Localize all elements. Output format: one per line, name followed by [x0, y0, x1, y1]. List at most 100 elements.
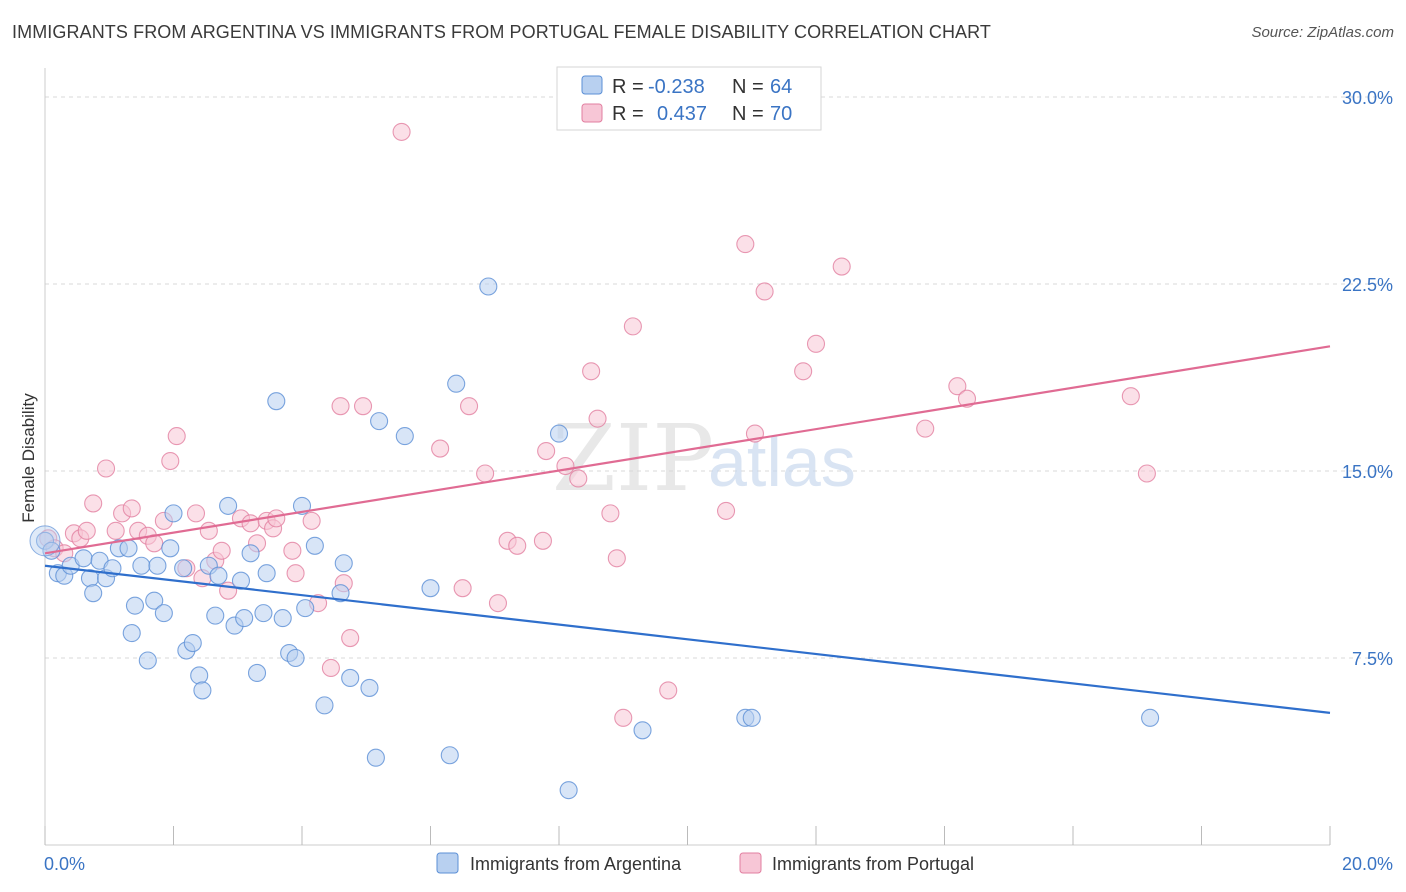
- portugal-point: [1121, 387, 1140, 406]
- y-tick-labels: 7.5% 15.0% 22.5% 30.0%: [1342, 88, 1393, 669]
- argentina-point: [241, 544, 260, 563]
- argentina-point: [235, 609, 254, 628]
- portugal-point: [321, 658, 340, 678]
- argentina-point: [549, 424, 569, 443]
- y-tick-label: 30.0%: [1342, 88, 1393, 108]
- portugal-point: [794, 362, 813, 381]
- portugal-point: [569, 469, 588, 488]
- portugal-point: [77, 521, 96, 540]
- portugal-point: [84, 494, 103, 513]
- legend-portugal-n-value: 70: [770, 103, 792, 125]
- argentina-points: [29, 277, 1160, 800]
- x-tick-max: 20.0%: [1342, 854, 1393, 874]
- portugal-point: [533, 531, 552, 550]
- argentina-point: [421, 579, 440, 598]
- legend-portugal-r-label: R =: [612, 103, 644, 125]
- argentina-point: [132, 556, 151, 575]
- x-tick-min: 0.0%: [44, 854, 85, 874]
- argentina-point: [148, 556, 167, 575]
- argentina-point: [119, 539, 138, 558]
- legend-portugal-n-label: N =: [732, 103, 764, 125]
- portugal-point: [588, 409, 607, 428]
- bottom-legend-argentina-swatch: [436, 852, 459, 874]
- argentina-point: [174, 559, 193, 578]
- portugal-point: [508, 536, 527, 555]
- argentina-point: [273, 609, 292, 628]
- argentina-point: [209, 566, 228, 585]
- portugal-point: [459, 397, 479, 416]
- argentina-point: [122, 624, 141, 643]
- portugal-point: [186, 504, 206, 523]
- portugal-point: [212, 541, 231, 560]
- argentina-point: [206, 606, 225, 625]
- argentina-point: [370, 412, 389, 431]
- argentina-point: [74, 549, 93, 568]
- argentina-point: [366, 748, 385, 767]
- portugal-point: [302, 511, 321, 530]
- bottom-legend-argentina-label: Immigrants from Argentina: [470, 854, 682, 874]
- portugal-points: [39, 122, 1156, 727]
- portugal-point: [659, 681, 678, 700]
- argentina-point: [247, 663, 267, 683]
- argentina-point: [161, 539, 180, 558]
- portugal-point: [331, 397, 350, 416]
- argentina-point: [190, 666, 209, 685]
- bottom-legend: Immigrants from Argentina Immigrants fro…: [436, 852, 974, 874]
- argentina-point: [267, 392, 286, 411]
- portugal-point: [614, 708, 633, 727]
- argentina-point: [84, 584, 103, 603]
- portugal-point: [476, 464, 495, 483]
- y-tick-label: 7.5%: [1352, 649, 1393, 669]
- portugal-point: [106, 521, 125, 540]
- portugal-point: [537, 442, 556, 461]
- gridlines: [45, 96, 1392, 659]
- portugal-point: [96, 459, 116, 478]
- argentina-point: [633, 721, 652, 740]
- argentina-trendline: [44, 564, 1331, 714]
- legend-portugal-r-value: 0.437: [657, 103, 707, 125]
- argentina-point: [395, 427, 414, 446]
- legend-portugal-swatch: [581, 103, 603, 123]
- portugal-point: [341, 629, 360, 648]
- legend-argentina-r-label: R =: [612, 76, 644, 98]
- argentina-point: [447, 374, 466, 393]
- portugal-point: [167, 427, 186, 446]
- argentina-point: [315, 696, 334, 715]
- argentina-point: [440, 746, 459, 765]
- argentina-point: [254, 604, 273, 623]
- axes: [44, 68, 1331, 846]
- argentina-point: [331, 584, 350, 603]
- portugal-point: [755, 282, 774, 301]
- portugal-point: [283, 541, 302, 560]
- portugal-point: [607, 549, 626, 568]
- legend-argentina-n-label: N =: [732, 76, 764, 98]
- portugal-point: [1137, 464, 1156, 483]
- argentina-point: [479, 277, 498, 296]
- portugal-point: [582, 362, 601, 381]
- portugal-point: [601, 504, 620, 523]
- portugal-point: [286, 564, 305, 583]
- watermark-atlas: atlas: [708, 423, 856, 501]
- portugal-point: [623, 317, 642, 336]
- argentina-point: [219, 496, 238, 515]
- argentina-point: [341, 668, 360, 687]
- y-tick-label: 15.0%: [1342, 462, 1393, 482]
- legend-argentina-swatch: [581, 75, 603, 95]
- portugal-point: [161, 451, 180, 471]
- legend-argentina-n-value: 64: [770, 76, 792, 98]
- argentina-point: [138, 651, 157, 670]
- argentina-point: [145, 591, 164, 610]
- argentina-point: [193, 681, 212, 700]
- portugal-point: [832, 257, 851, 276]
- argentina-point: [296, 599, 315, 618]
- portugal-point: [267, 509, 286, 528]
- bottom-legend-portugal-swatch: [739, 852, 762, 874]
- argentina-point: [125, 596, 144, 615]
- portugal-point: [736, 235, 755, 254]
- portugal-point: [241, 514, 260, 533]
- portugal-point: [353, 397, 373, 416]
- portugal-point: [806, 334, 826, 353]
- portugal-point: [453, 579, 472, 598]
- chart-title: IMMIGRANTS FROM ARGENTINA VS IMMIGRANTS …: [12, 22, 992, 42]
